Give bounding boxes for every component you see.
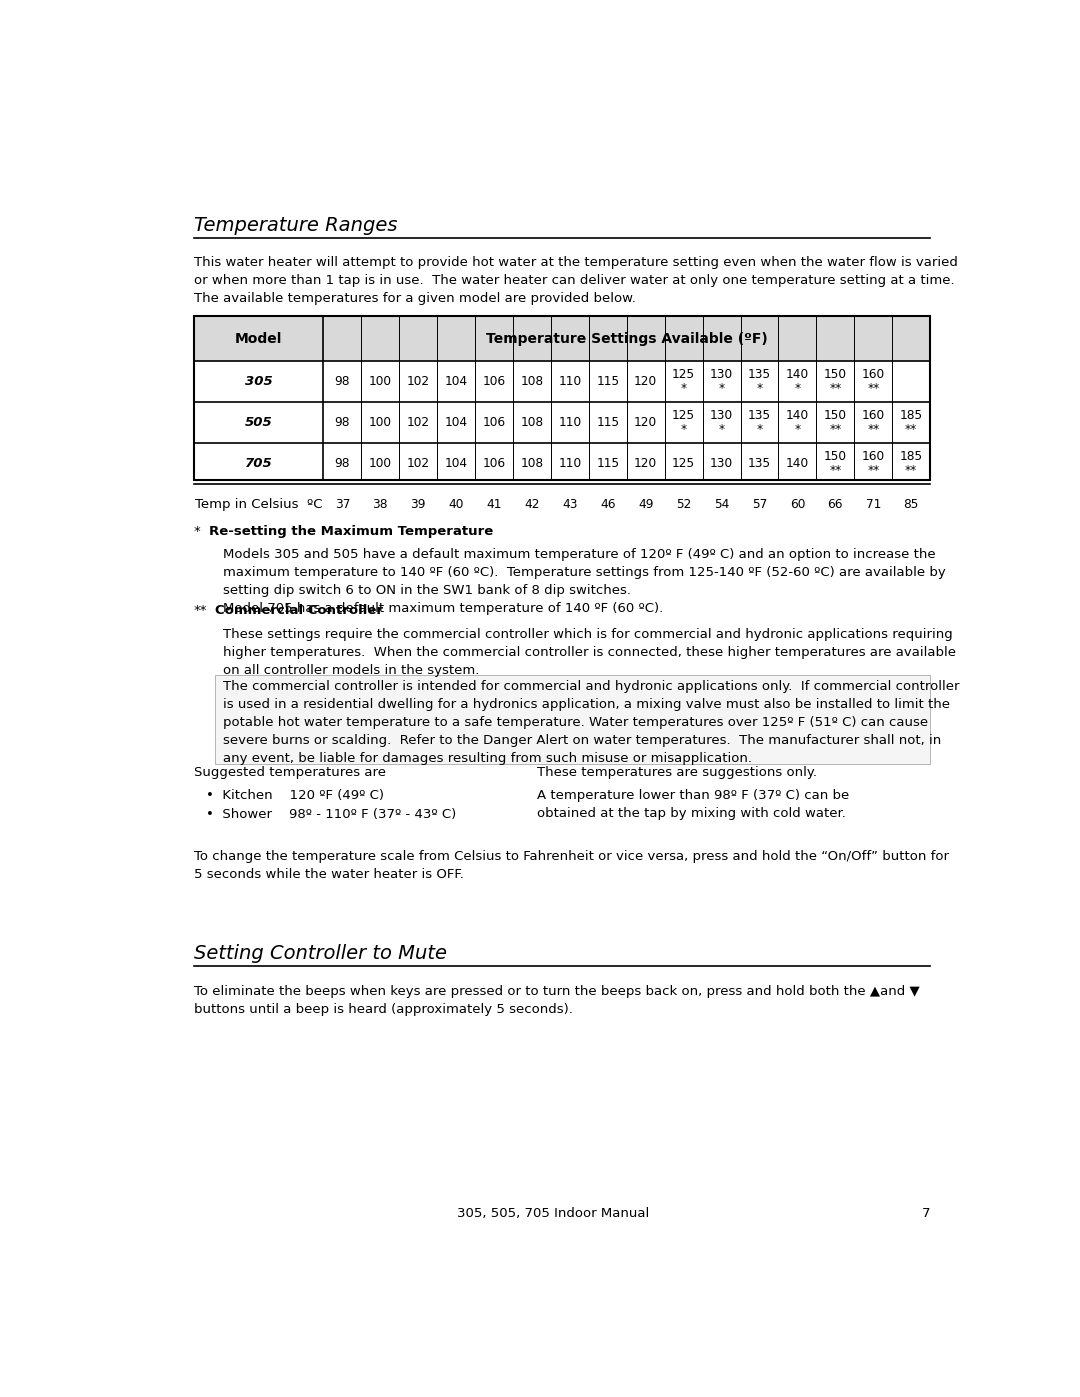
Text: 100: 100 bbox=[368, 376, 392, 388]
Text: Models 305 and 505 have a default maximum temperature of 120º F (49º C) and an o: Models 305 and 505 have a default maximu… bbox=[222, 549, 946, 616]
Text: Temp in Celsius  ºC: Temp in Celsius ºC bbox=[194, 497, 322, 511]
Text: 102: 102 bbox=[406, 376, 430, 388]
Text: •  Shower    98º - 110º F (37º - 43º C): • Shower 98º - 110º F (37º - 43º C) bbox=[206, 807, 457, 820]
Text: *: * bbox=[193, 525, 201, 538]
Text: 49: 49 bbox=[638, 497, 653, 511]
Text: 108: 108 bbox=[521, 416, 543, 429]
Text: 98: 98 bbox=[335, 376, 350, 388]
Text: 102: 102 bbox=[406, 457, 430, 469]
Text: Model: Model bbox=[234, 331, 282, 345]
Text: 104: 104 bbox=[445, 376, 468, 388]
Text: 106: 106 bbox=[483, 457, 505, 469]
Text: 125: 125 bbox=[672, 457, 696, 469]
Text: 115: 115 bbox=[596, 416, 619, 429]
Text: 40: 40 bbox=[448, 497, 463, 511]
Text: 46: 46 bbox=[600, 497, 616, 511]
Text: 102: 102 bbox=[406, 416, 430, 429]
Text: 160
**: 160 ** bbox=[862, 369, 885, 395]
Bar bbox=[215, 675, 930, 764]
Text: 125
*: 125 * bbox=[672, 369, 696, 395]
Text: 37: 37 bbox=[335, 497, 350, 511]
Text: 52: 52 bbox=[676, 497, 691, 511]
Text: To change the temperature scale from Celsius to Fahrenheit or vice versa, press : To change the temperature scale from Cel… bbox=[193, 849, 948, 880]
Text: Temperature Settings Available (ºF): Temperature Settings Available (ºF) bbox=[486, 331, 768, 345]
Text: Commercial Controller: Commercial Controller bbox=[215, 605, 382, 617]
Text: 150
**: 150 ** bbox=[824, 409, 847, 436]
Text: 140: 140 bbox=[786, 457, 809, 469]
Text: These temperatures are suggestions only.: These temperatures are suggestions only. bbox=[537, 766, 816, 778]
Text: 98: 98 bbox=[335, 457, 350, 469]
Text: 160
**: 160 ** bbox=[862, 409, 885, 436]
Text: 108: 108 bbox=[521, 376, 543, 388]
Text: 120: 120 bbox=[634, 376, 658, 388]
Text: 104: 104 bbox=[445, 457, 468, 469]
Text: 150
**: 150 ** bbox=[824, 369, 847, 395]
Text: 130: 130 bbox=[710, 457, 733, 469]
Text: 135
*: 135 * bbox=[748, 369, 771, 395]
Text: Re-setting the Maximum Temperature: Re-setting the Maximum Temperature bbox=[208, 525, 492, 538]
Bar bbox=[193, 316, 930, 362]
Text: 39: 39 bbox=[410, 497, 426, 511]
Text: Temperature Ranges: Temperature Ranges bbox=[193, 217, 397, 235]
Text: 108: 108 bbox=[521, 457, 543, 469]
Text: 115: 115 bbox=[596, 457, 619, 469]
Bar bbox=[193, 316, 930, 479]
Text: 66: 66 bbox=[827, 497, 843, 511]
Text: 41: 41 bbox=[486, 497, 502, 511]
Text: 42: 42 bbox=[524, 497, 540, 511]
Text: 135: 135 bbox=[748, 457, 771, 469]
Text: 140
*: 140 * bbox=[786, 369, 809, 395]
Text: 135
*: 135 * bbox=[748, 409, 771, 436]
Text: 125
*: 125 * bbox=[672, 409, 696, 436]
Text: 54: 54 bbox=[714, 497, 729, 511]
Text: A temperature lower than 98º F (37º C) can be
obtained at the tap by mixing with: A temperature lower than 98º F (37º C) c… bbox=[537, 789, 849, 820]
Text: To eliminate the beeps when keys are pressed or to turn the beeps back on, press: To eliminate the beeps when keys are pre… bbox=[193, 985, 919, 1016]
Text: 110: 110 bbox=[558, 416, 581, 429]
Text: Setting Controller to Mute: Setting Controller to Mute bbox=[193, 944, 447, 964]
Text: 110: 110 bbox=[558, 457, 581, 469]
Text: The commercial controller is intended for commercial and hydronic applications o: The commercial controller is intended fo… bbox=[222, 680, 959, 764]
Text: 106: 106 bbox=[483, 416, 505, 429]
Text: 150
**: 150 ** bbox=[824, 450, 847, 476]
Text: 305: 305 bbox=[244, 376, 272, 388]
Text: 85: 85 bbox=[904, 497, 919, 511]
Text: 505: 505 bbox=[244, 416, 272, 429]
Text: 104: 104 bbox=[445, 416, 468, 429]
Text: 305, 505, 705 Indoor Manual: 305, 505, 705 Indoor Manual bbox=[457, 1207, 650, 1220]
Text: 115: 115 bbox=[596, 376, 619, 388]
Text: 100: 100 bbox=[368, 457, 392, 469]
Text: 140
*: 140 * bbox=[786, 409, 809, 436]
Text: 110: 110 bbox=[558, 376, 581, 388]
Text: 160
**: 160 ** bbox=[862, 450, 885, 476]
Text: 57: 57 bbox=[752, 497, 767, 511]
Text: 106: 106 bbox=[483, 376, 505, 388]
Text: 130
*: 130 * bbox=[710, 409, 733, 436]
Text: Suggested temperatures are: Suggested temperatures are bbox=[193, 766, 386, 778]
Text: 120: 120 bbox=[634, 457, 658, 469]
Text: 705: 705 bbox=[244, 457, 272, 469]
Text: These settings require the commercial controller which is for commercial and hyd: These settings require the commercial co… bbox=[222, 629, 956, 678]
Text: •  Kitchen    120 ºF (49º C): • Kitchen 120 ºF (49º C) bbox=[206, 789, 384, 802]
Text: 7: 7 bbox=[921, 1207, 930, 1220]
Text: 98: 98 bbox=[335, 416, 350, 429]
Text: 120: 120 bbox=[634, 416, 658, 429]
Text: 43: 43 bbox=[562, 497, 578, 511]
Text: 60: 60 bbox=[789, 497, 805, 511]
Text: 71: 71 bbox=[865, 497, 881, 511]
Text: This water heater will attempt to provide hot water at the temperature setting e: This water heater will attempt to provid… bbox=[193, 256, 958, 305]
Text: 100: 100 bbox=[368, 416, 392, 429]
Text: 130
*: 130 * bbox=[710, 369, 733, 395]
Text: **: ** bbox=[193, 605, 207, 617]
Text: 38: 38 bbox=[373, 497, 388, 511]
Text: 185
**: 185 ** bbox=[900, 450, 922, 476]
Text: 185
**: 185 ** bbox=[900, 409, 922, 436]
